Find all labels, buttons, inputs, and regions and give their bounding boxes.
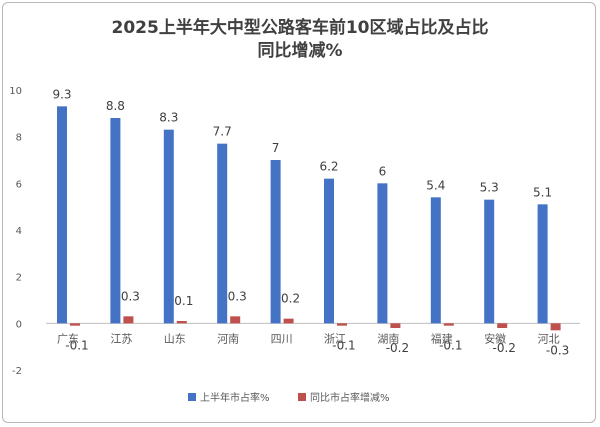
- data-label-market-share: 8.8: [106, 99, 125, 113]
- data-label-market-share: 7: [272, 141, 280, 155]
- legend-label-market-share: 上半年市占率%: [200, 391, 270, 404]
- legend-swatch-share-change: [298, 393, 306, 401]
- data-label-market-share: 6: [379, 164, 387, 178]
- x-category-label: 湖南: [377, 332, 399, 345]
- x-category-label: 安徽: [484, 331, 506, 345]
- bar-market-share: [377, 183, 388, 324]
- bar-share-change: [123, 316, 134, 324]
- bar-share-change: [443, 323, 454, 326]
- chart-title-line-1: 2025上半年大中型公路客车前10区域占比及占比: [112, 17, 489, 38]
- bar-market-share: [270, 160, 281, 324]
- data-label-market-share: 5.4: [426, 178, 445, 192]
- chart-frame: [2, 2, 596, 423]
- x-category-label: 福建: [431, 331, 453, 345]
- x-category-label: 四川: [271, 332, 293, 345]
- x-category-label: 江苏: [110, 332, 132, 345]
- bar-market-share: [217, 143, 228, 324]
- y-tick-label: 4: [16, 226, 22, 237]
- legend-label-share-change: 同比市占率增减%: [310, 391, 390, 404]
- y-tick-label: 2: [16, 273, 22, 284]
- bar-market-share: [57, 106, 67, 324]
- bar-market-share: [163, 129, 174, 324]
- y-tick-label: 10: [9, 86, 22, 97]
- bar-share-change: [550, 323, 561, 331]
- bar-market-share: [324, 178, 334, 324]
- data-label-market-share: 9.3: [52, 87, 71, 101]
- bar-market-share: [430, 197, 441, 324]
- data-label-market-share: 5.1: [533, 185, 552, 199]
- data-label-share-change: -0.2: [492, 341, 515, 355]
- x-category-label: 浙江: [324, 332, 346, 345]
- data-label-share-change: -0.1: [65, 339, 88, 353]
- data-label-share-change: -0.2: [386, 341, 409, 355]
- data-label-market-share: 7.7: [213, 125, 232, 139]
- bar-market-share: [110, 118, 121, 324]
- x-category-label: 广东: [57, 332, 79, 345]
- bar-market-share: [484, 199, 495, 324]
- y-tick-label: 0: [16, 319, 22, 330]
- data-label-share-change: 0.3: [121, 289, 140, 303]
- legend-swatch-market-share: [188, 393, 196, 401]
- data-label-share-change: 0.2: [281, 292, 300, 306]
- x-category-label: 河北: [538, 332, 560, 345]
- x-category-label: 山东: [164, 332, 186, 345]
- y-tick-label: 6: [16, 179, 22, 190]
- bar-share-change: [337, 323, 347, 326]
- data-label-share-change: -0.3: [546, 343, 569, 357]
- data-label-share-change: -0.1: [439, 339, 462, 353]
- x-category-label: 河南: [217, 332, 239, 345]
- y-tick-label: -2: [12, 366, 22, 377]
- bar-share-change: [283, 318, 294, 324]
- bar-market-share: [537, 204, 548, 324]
- bar-share-change: [230, 316, 241, 324]
- data-label-share-change: 0.3: [228, 289, 247, 303]
- bar-share-change: [497, 323, 508, 328]
- chart-title-line-2: 同比增减%: [257, 40, 342, 61]
- data-label-market-share: 6.2: [319, 160, 338, 174]
- bar-share-change: [176, 321, 187, 324]
- data-label-share-change: -0.1: [332, 339, 355, 353]
- data-label-share-change: 0.1: [174, 294, 193, 308]
- y-tick-label: 8: [16, 133, 22, 144]
- data-label-market-share: 5.3: [480, 181, 499, 195]
- data-label-market-share: 8.3: [159, 111, 178, 125]
- bar-share-change: [390, 323, 401, 328]
- bar-share-change: [70, 323, 80, 326]
